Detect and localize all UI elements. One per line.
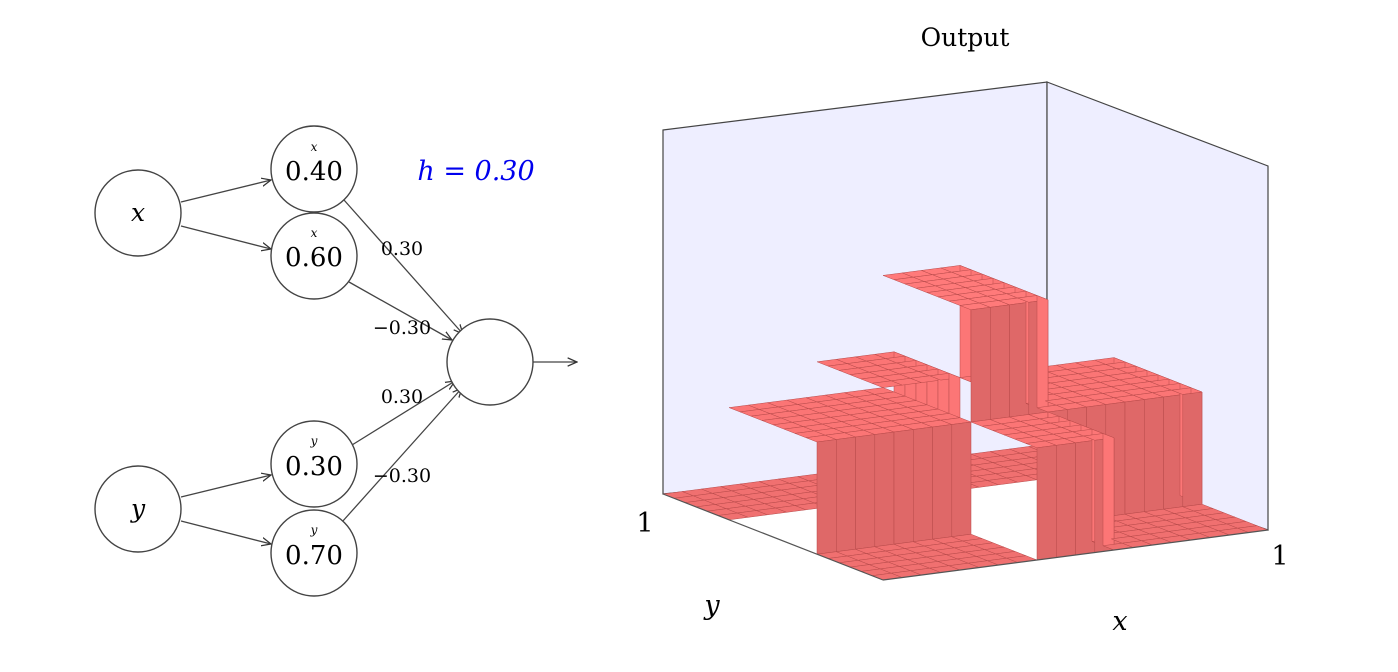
- edge-x-h1: [180, 180, 271, 203]
- surface-facet: [1036, 445, 1057, 561]
- surface-facet: [990, 304, 1010, 420]
- hidden-variable-2: x: [311, 226, 318, 240]
- surface-facet: [893, 429, 914, 545]
- edge-y-h4: [180, 520, 271, 544]
- hidden-variable-4: y: [310, 523, 318, 537]
- y-axis-label: y: [703, 590, 720, 621]
- edge-h2-out: [348, 281, 452, 340]
- edge-x-h2: [180, 225, 271, 249]
- edge-y-h3: [180, 475, 271, 498]
- weight-label-2: −0.30: [373, 317, 431, 339]
- weight-label-1: 0.30: [381, 238, 423, 260]
- edge-h1-out: [343, 199, 463, 334]
- weight-label-3: 0.30: [381, 386, 423, 408]
- weight-label-4: −0.30: [373, 465, 431, 487]
- surface-facet: [951, 421, 972, 537]
- plot-title: Output: [921, 23, 1010, 52]
- surface-facet: [836, 436, 856, 552]
- input-node-y: y: [94, 465, 182, 553]
- h-value-label: h = 0.30: [417, 156, 534, 187]
- output-node: [446, 318, 534, 406]
- surface-facet: [1056, 442, 1076, 558]
- surface-facet: [874, 431, 895, 547]
- hidden-node-3: y 0.30: [270, 420, 358, 508]
- edge-h4-out: [341, 388, 462, 523]
- surface-facet: [913, 426, 933, 542]
- output-plot: Output 1 1 y x: [636, 23, 1288, 637]
- surface-facet: [1144, 396, 1164, 512]
- surface-facet: [1036, 295, 1049, 413]
- y-axis-tick: 1: [636, 508, 653, 539]
- input-label-y: y: [130, 494, 146, 523]
- hidden-bias-1: 0.40: [285, 157, 343, 187]
- surface-facet: [816, 439, 837, 555]
- surface-facet: [855, 434, 876, 550]
- surface-facet: [932, 424, 953, 540]
- hidden-bias-2: 0.60: [285, 243, 343, 273]
- network-diagram: x y x 0.40 x 0.60 y 0.30 y 0.70: [94, 125, 577, 597]
- edges: [180, 180, 577, 544]
- floor-edge-x: [882, 529, 1269, 581]
- output-surface: [662, 265, 1269, 581]
- floor-edge-y: [662, 493, 884, 581]
- surface-facet: [970, 307, 991, 423]
- x-axis-tick: 1: [1271, 541, 1288, 572]
- x-axis-label: x: [1112, 606, 1127, 637]
- hidden-node-4: y 0.70: [270, 509, 358, 597]
- hidden-bias-4: 0.70: [285, 541, 343, 571]
- edge-h3-out: [351, 381, 455, 446]
- hidden-variable-1: x: [311, 140, 318, 154]
- surface-facet: [1102, 433, 1115, 551]
- hidden-node-1: x 0.40: [270, 125, 358, 213]
- hidden-variable-3: y: [310, 434, 318, 448]
- hidden-bias-3: 0.30: [285, 452, 343, 482]
- input-label-x: x: [131, 198, 145, 227]
- surface-facet: [1124, 399, 1145, 515]
- hidden-node-2: x 0.60: [270, 212, 358, 300]
- surface-facet: [1182, 391, 1203, 507]
- input-node-x: x: [94, 169, 182, 257]
